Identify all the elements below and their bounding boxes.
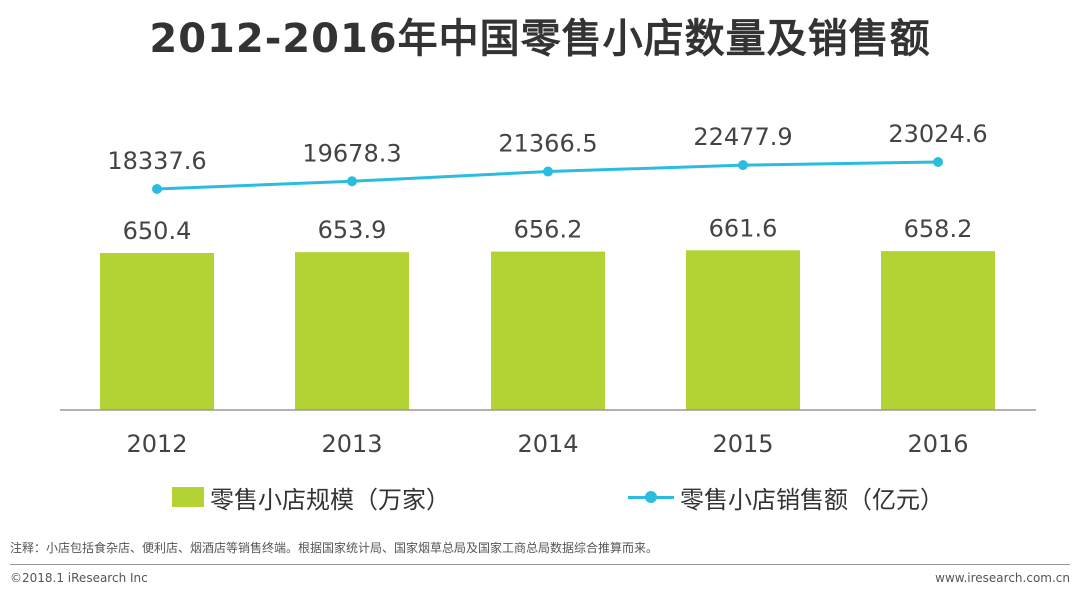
legend-item-line: 零售小店销售额（亿元） <box>628 480 944 515</box>
bars-layer <box>100 250 995 410</box>
legend: 零售小店规模（万家） 零售小店销售额（亿元） <box>172 480 944 515</box>
chart-title: 2012-2016年中国零售小店数量及销售额 <box>149 16 931 62</box>
bar-2012 <box>100 253 214 410</box>
legend-bar-swatch <box>172 487 204 507</box>
line-point-2015 <box>738 160 748 171</box>
line-value-label-2014: 21366.5 <box>498 130 597 158</box>
line-point-2016 <box>933 157 943 167</box>
x-tick-label-2016: 2016 <box>907 430 968 458</box>
labels-layer: 650.4 653.9 656.2 661.6 658.2 18337.6 19678.3 2… <box>107 120 987 458</box>
x-tick-label-2013: 2013 <box>321 430 382 458</box>
bar-2015 <box>686 250 800 410</box>
line-value-label-2013: 19678.3 <box>302 139 401 167</box>
x-tick-label-2012: 2012 <box>126 430 187 458</box>
bar-value-label-2015: 661.6 <box>709 214 778 242</box>
line-point-2012 <box>152 184 162 194</box>
line-point-2013 <box>347 176 357 187</box>
bar-value-label-2016: 658.2 <box>904 215 973 243</box>
bar-2016 <box>881 251 995 410</box>
legend-item-bar: 零售小店规模（万家） <box>172 480 450 515</box>
line-layer <box>152 157 943 194</box>
legend-line-label: 零售小店销售额（亿元） <box>680 485 944 514</box>
line-value-label-2016: 23024.6 <box>888 120 987 148</box>
copyright: ©2018.1 iResearch Inc <box>10 571 148 585</box>
legend-bar-label: 零售小店规模（万家） <box>210 485 450 514</box>
footnote: 注释：小店包括食杂店、便利店、烟酒店等销售终端。根据国家统计局、国家烟草总局及国… <box>10 541 659 555</box>
x-tick-label-2014: 2014 <box>517 430 578 458</box>
x-tick-label-2015: 2015 <box>712 430 773 458</box>
footer-divider <box>10 564 1070 565</box>
bar-value-label-2014: 656.2 <box>514 216 583 244</box>
bar-2014 <box>491 251 605 410</box>
website-url: www.iresearch.com.cn <box>935 571 1070 585</box>
bar-2013 <box>295 252 409 410</box>
line-value-label-2012: 18337.6 <box>107 147 206 175</box>
line-point-2014 <box>543 166 553 177</box>
bar-value-label-2012: 650.4 <box>123 217 192 245</box>
bar-value-label-2013: 653.9 <box>318 216 387 244</box>
line-value-label-2015: 22477.9 <box>693 123 792 151</box>
legend-line-swatch <box>628 487 674 507</box>
